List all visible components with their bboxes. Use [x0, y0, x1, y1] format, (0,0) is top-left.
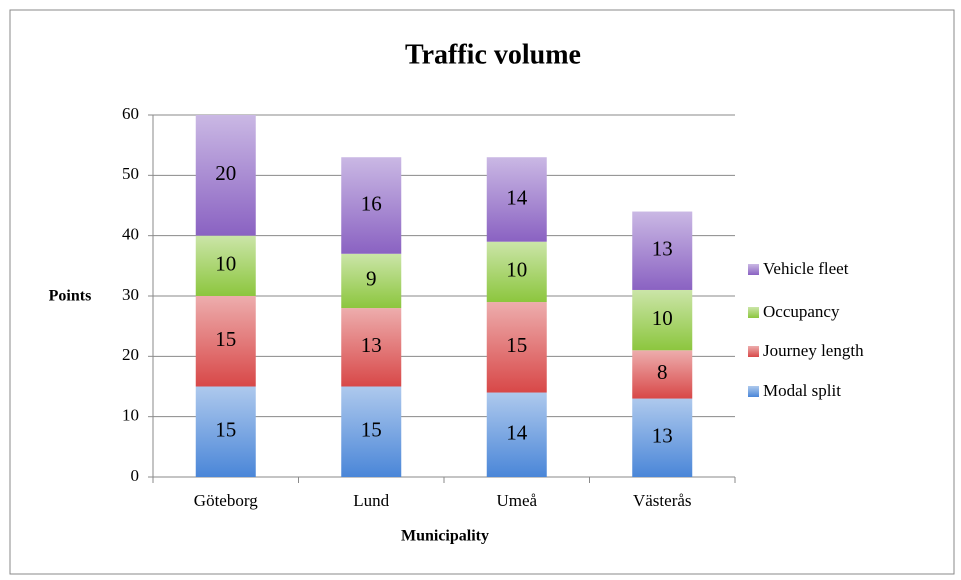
bar-segment — [632, 398, 693, 477]
y-tick-label: 20 — [122, 345, 139, 364]
data-label: 10 — [506, 258, 527, 282]
bar-segment — [632, 289, 693, 351]
x-tick-label: Göteborg — [194, 491, 258, 510]
legend-label: Occupancy — [763, 302, 840, 321]
y-tick-label: 40 — [122, 225, 139, 244]
y-tick-label: 30 — [122, 285, 139, 304]
legend-swatch — [748, 307, 759, 318]
data-label: 15 — [215, 418, 236, 442]
x-tick-label: Lund — [353, 491, 389, 510]
data-label: 15 — [506, 333, 527, 357]
data-label: 13 — [652, 237, 673, 261]
data-label: 14 — [506, 421, 528, 445]
bar-segment — [195, 386, 256, 477]
data-label: 10 — [652, 306, 673, 330]
legend-label: Journey length — [763, 341, 864, 360]
chart-title: Traffic volume — [405, 39, 581, 70]
x-axis-title: Municipality — [401, 528, 489, 545]
y-tick-label: 50 — [122, 164, 139, 183]
data-label: 15 — [215, 327, 236, 351]
chart-frame — [9, 9, 955, 575]
bar-segment — [195, 235, 256, 296]
legend-swatch — [748, 346, 759, 357]
bar-segment — [632, 211, 693, 290]
bar-segment — [195, 296, 256, 387]
data-label: 16 — [361, 191, 382, 215]
bar-segment — [486, 392, 547, 477]
bar-segment — [341, 253, 402, 309]
bar-segment — [486, 241, 547, 303]
x-tick-label: Västerås — [633, 491, 692, 510]
data-label: 20 — [215, 161, 236, 185]
y-axis-title: Points — [49, 288, 92, 305]
data-label: 10 — [215, 252, 236, 276]
data-label: 8 — [657, 360, 668, 384]
legend-label: Modal split — [763, 381, 841, 400]
bar-segment — [195, 115, 256, 236]
y-tick-label: 0 — [131, 466, 140, 485]
data-label: 15 — [361, 418, 382, 442]
bar-segment — [341, 386, 402, 477]
x-tick-label: Umeå — [496, 491, 537, 510]
data-label: 13 — [361, 333, 382, 357]
bar-segment — [486, 302, 547, 393]
data-label: 9 — [366, 267, 377, 291]
y-tick-label: 60 — [122, 104, 139, 123]
bar-segment — [486, 157, 547, 242]
legend-swatch — [748, 264, 759, 275]
bar-segment — [341, 157, 402, 254]
y-tick-label: 10 — [122, 406, 139, 425]
bar-segment — [341, 308, 402, 387]
legend-swatch — [748, 386, 759, 397]
data-label: 13 — [652, 424, 673, 448]
legend-label: Vehicle fleet — [763, 259, 849, 278]
bar-segment — [632, 350, 693, 399]
data-label: 14 — [506, 185, 528, 209]
